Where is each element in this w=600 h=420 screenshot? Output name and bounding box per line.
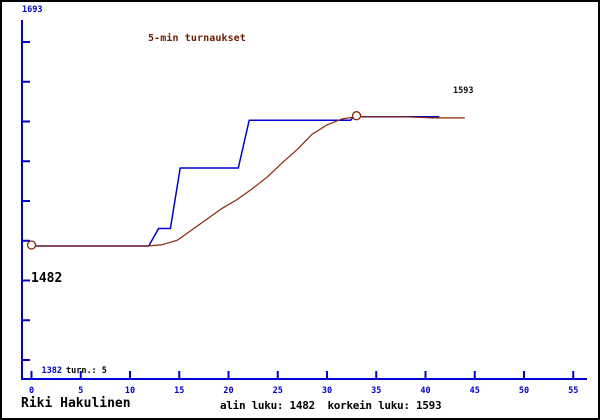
- smoothed-rating-line: [31, 116, 465, 247]
- x-tick-label: 20: [223, 386, 233, 396]
- x-tick-label: 25: [273, 386, 283, 396]
- tournament-rating-steps-line: [31, 115, 440, 247]
- x-tick-label: 15: [174, 386, 184, 396]
- rating-summary: alin luku: 1482 korkein luku: 1593: [220, 399, 442, 412]
- y-axis-min-group: 1382 turn.: 5: [21, 358, 107, 386]
- x-tick-label: 30: [322, 386, 332, 396]
- tournament-count-label: turn.: 5: [65, 366, 107, 377]
- first-tournament-marker: [26, 240, 37, 250]
- x-tick-label: 55: [568, 386, 578, 396]
- x-tick-label: 5: [78, 386, 83, 396]
- x-tick-label: 35: [371, 386, 381, 396]
- x-tick-label: 0: [29, 386, 34, 396]
- x-tick-label: 40: [420, 386, 430, 396]
- latest-tournament-marker: [351, 111, 362, 121]
- y-axis-max-label: 1693: [22, 5, 43, 15]
- player-name: Riki Hakulinen: [21, 396, 131, 411]
- y-axis-min-label: 1382: [41, 366, 62, 377]
- x-tick-label: 45: [470, 386, 480, 396]
- chart-title: 5-min turnaukset: [148, 33, 246, 44]
- x-tick-label: 50: [519, 386, 529, 396]
- x-tick-label: 10: [125, 386, 135, 396]
- final-value-label: 1593: [453, 86, 474, 96]
- start-value-label: 1482: [31, 271, 63, 286]
